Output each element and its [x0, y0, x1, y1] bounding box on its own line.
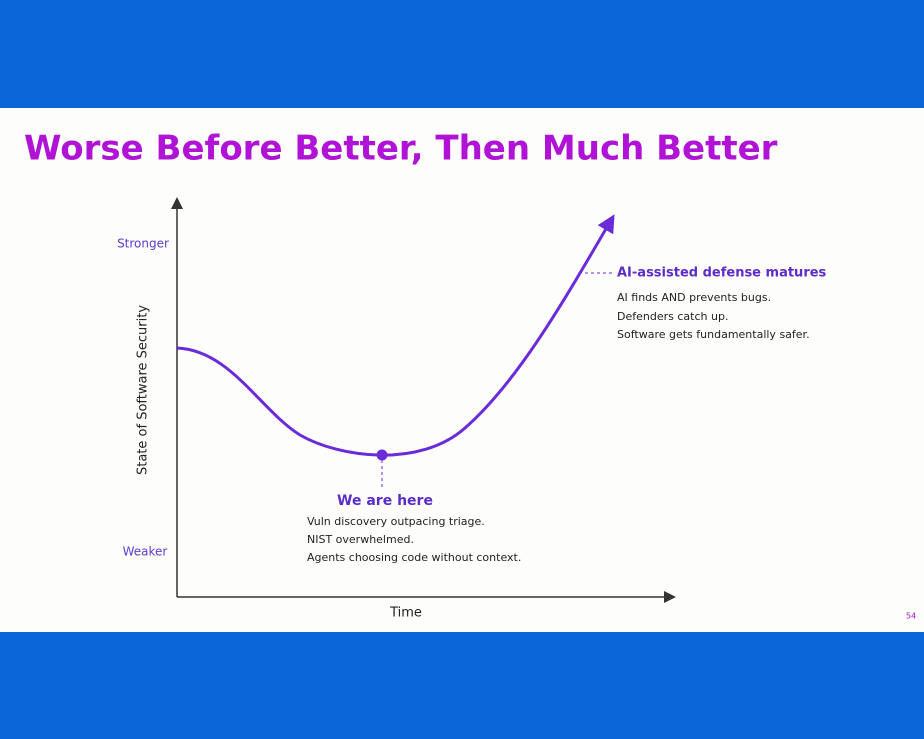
bottom-band: [0, 632, 924, 739]
slide-title: Worse Before Better, Then Much Better: [24, 129, 778, 169]
annotation-line: Defenders catch up.: [617, 310, 728, 323]
annotation-line: Software gets fundamentally safer.: [617, 328, 810, 341]
annotation-heading: We are here: [337, 493, 433, 509]
current-point: [376, 449, 388, 461]
annotation-heading: AI-assisted defense matures: [617, 266, 827, 281]
annotation-line: Agents choosing code without context.: [307, 551, 521, 564]
trend-curve: [176, 214, 615, 457]
annotation-line: AI finds AND prevents bugs.: [617, 291, 771, 304]
y-bottom-label: Weaker: [123, 545, 168, 559]
annotation-line: NIST overwhelmed.: [307, 533, 414, 546]
top-band: [0, 0, 924, 108]
y-axis-title: State of Software Security: [136, 305, 151, 475]
page-number: 54: [906, 612, 916, 621]
annotation-line: Vuln discovery outpacing triage.: [307, 515, 485, 528]
y-top-label: Stronger: [117, 237, 169, 251]
x-axis-title: Time: [389, 606, 422, 621]
slide: [0, 108, 924, 632]
